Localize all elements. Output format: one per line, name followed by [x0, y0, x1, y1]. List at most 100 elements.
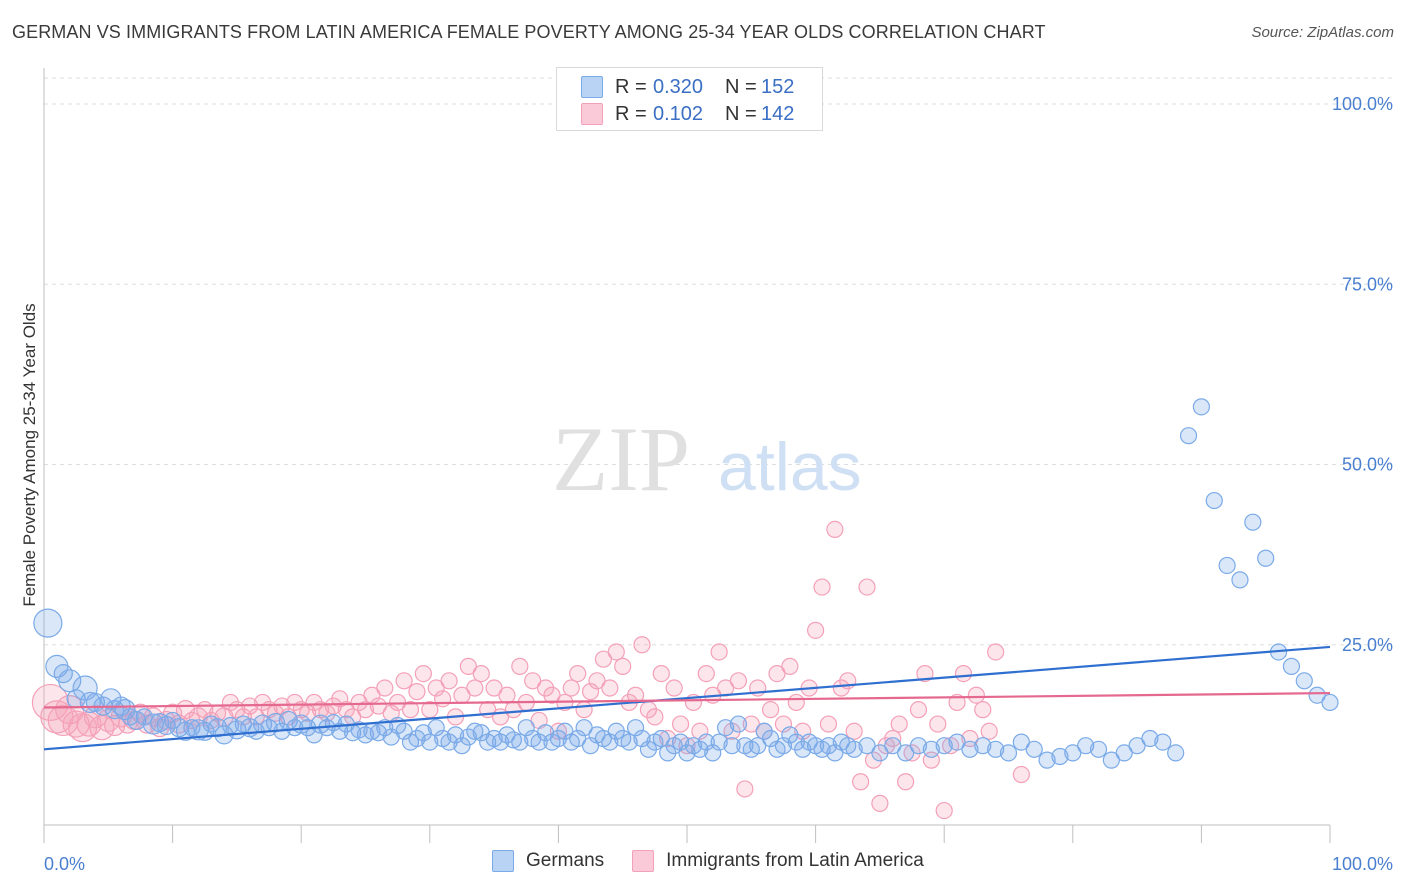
point-germans [164, 711, 182, 730]
point-immigrants [845, 722, 863, 740]
point-germans [440, 733, 458, 751]
point-germans [922, 740, 940, 758]
point-immigrants [427, 679, 445, 697]
point-germans [909, 737, 928, 755]
y-tick-label: 100.0% [1332, 94, 1393, 114]
legend-r-label: R = [615, 75, 647, 98]
y-tick-label: 75.0% [1342, 274, 1393, 294]
point-germans [626, 719, 645, 737]
legend-label-germans: Germans [526, 850, 605, 871]
point-immigrants [543, 686, 561, 704]
point-immigrants [852, 773, 870, 791]
x-tick-label: 0.0% [44, 854, 85, 874]
point-germans [716, 719, 735, 737]
watermark-zip: ZIP [552, 408, 690, 510]
point-immigrants [832, 679, 850, 697]
point-immigrants [646, 708, 664, 726]
y-axis-title: Female Poverty Among 25-34 Year Olds [20, 303, 39, 606]
point-germans [1025, 740, 1043, 758]
point-immigrants [581, 683, 600, 701]
point-germans [511, 733, 529, 751]
point-immigrants [710, 643, 728, 661]
point-immigrants [1012, 765, 1030, 784]
point-germans [530, 733, 548, 751]
point-immigrants [729, 672, 748, 690]
point-germans [1141, 729, 1159, 748]
legend-item-immigrants: Immigrants from Latin America [632, 850, 924, 872]
legend-swatch-immigrants [581, 103, 603, 125]
point-germans [659, 744, 677, 762]
point-germans [491, 733, 510, 751]
point-immigrants [536, 679, 555, 697]
point-immigrants [414, 664, 432, 683]
point-immigrants [562, 679, 580, 697]
point-germans [1012, 733, 1030, 751]
point-immigrants [549, 722, 568, 740]
point-immigrants [434, 690, 452, 708]
series-immigrants-points [31, 520, 1030, 820]
point-immigrants [819, 715, 838, 733]
point-immigrants [89, 715, 115, 741]
point-germans [858, 737, 876, 755]
point-immigrants [781, 657, 799, 675]
point-germans [517, 719, 535, 737]
point-germans [414, 724, 432, 742]
point-germans [826, 744, 844, 762]
point-immigrants [761, 701, 780, 719]
point-germans [1128, 737, 1146, 755]
point-immigrants [826, 520, 844, 539]
point-germans [723, 737, 741, 755]
point-germans [1077, 737, 1095, 755]
point-immigrants [376, 679, 394, 697]
point-germans [100, 688, 122, 710]
legend-label-immigrants: Immigrants from Latin America [666, 850, 924, 871]
point-immigrants [459, 657, 477, 675]
point-immigrants [787, 693, 805, 712]
correlation-legend: R = 0.320 N = 152 R = 0.102 N = 142 [556, 67, 823, 131]
legend-r-value: 0.320 [653, 75, 704, 98]
point-germans [427, 719, 445, 737]
point-immigrants [62, 710, 90, 738]
series-germans-points [33, 398, 1339, 769]
axes [43, 68, 1331, 843]
point-immigrants [569, 664, 587, 683]
point-immigrants [806, 621, 825, 639]
point-germans [639, 740, 658, 758]
point-immigrants [652, 664, 670, 683]
point-germans [1089, 740, 1108, 758]
point-immigrants [774, 715, 793, 733]
point-immigrants [742, 715, 760, 733]
point-immigrants [305, 693, 323, 712]
point-immigrants [974, 701, 992, 719]
point-germans [935, 737, 953, 755]
point-germans [33, 608, 63, 638]
point-immigrants [864, 751, 883, 769]
legend-swatch-germans [581, 76, 603, 98]
legend-n-value: 142 [761, 102, 795, 125]
trend-line-germans [43, 645, 1331, 751]
point-immigrants [524, 672, 542, 690]
point-immigrants [337, 701, 355, 719]
grid-lines [44, 77, 1392, 646]
point-germans [1167, 744, 1185, 762]
point-germans [453, 737, 471, 755]
point-immigrants [440, 672, 458, 690]
point-immigrants [511, 657, 529, 675]
point-immigrants [871, 794, 889, 812]
legend-item-germans: Germans [492, 850, 604, 872]
point-immigrants [369, 697, 387, 715]
legend-n-label: N = [725, 102, 757, 125]
point-germans [749, 737, 767, 755]
point-immigrants [671, 715, 690, 733]
point-germans [787, 733, 805, 751]
point-germans [1192, 398, 1211, 416]
point-germans [1064, 744, 1082, 762]
point-germans [819, 737, 838, 755]
point-germans [376, 719, 394, 737]
point-germans [1257, 549, 1275, 567]
point-immigrants [916, 664, 934, 683]
point-germans [845, 740, 863, 758]
point-germans [556, 722, 574, 740]
legend-swatch-germans [492, 850, 514, 872]
y-tick-label: 25.0% [1342, 635, 1393, 655]
